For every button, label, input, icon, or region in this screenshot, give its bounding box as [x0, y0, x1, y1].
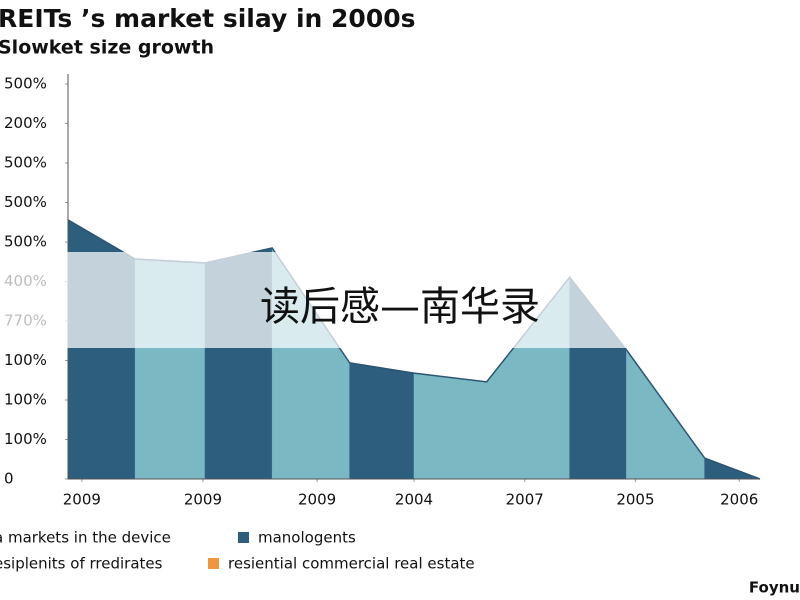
legend-label: manologents — [258, 529, 356, 547]
area-segment — [349, 362, 415, 480]
source: Foynu — [749, 579, 800, 597]
overlay-band — [0, 252, 800, 348]
x-tick-label: 2005 — [616, 491, 654, 509]
area-segment — [626, 349, 705, 480]
chart-title: REITs ’s market silay in 2000s — [0, 4, 416, 33]
chart-subtitle: Slowket size growth — [0, 37, 214, 59]
y-tick-label: 100% — [4, 430, 47, 448]
y-tick-label: 500% — [4, 75, 47, 93]
y-tick-label: 500% — [4, 233, 47, 251]
y-tick-label: 500% — [4, 154, 47, 172]
legend-swatch — [238, 532, 249, 543]
y-tick-label: 200% — [4, 114, 47, 132]
legend-label: resiential commercial real estate — [228, 555, 475, 573]
x-tick-label: 2004 — [395, 491, 433, 509]
x-tick-label: 2006 — [720, 491, 758, 509]
overlay-text: 读后感—南华录 — [260, 284, 540, 330]
y-tick-label: 100% — [4, 391, 47, 409]
legend-swatch — [208, 558, 219, 569]
legend-label: esiplenits of rredirates — [0, 555, 163, 573]
y-tick-label: 0 — [4, 470, 14, 488]
area-segment — [413, 372, 487, 480]
x-tick-label: 2007 — [506, 491, 544, 509]
x-tick-label: 2009 — [184, 491, 222, 509]
legend-label: a markets in the device — [0, 529, 171, 547]
y-tick-label: 500% — [4, 193, 47, 211]
x-tick-label: 2009 — [298, 491, 336, 509]
y-tick-label: 100% — [4, 351, 47, 369]
x-tick-label: 2009 — [63, 491, 101, 509]
